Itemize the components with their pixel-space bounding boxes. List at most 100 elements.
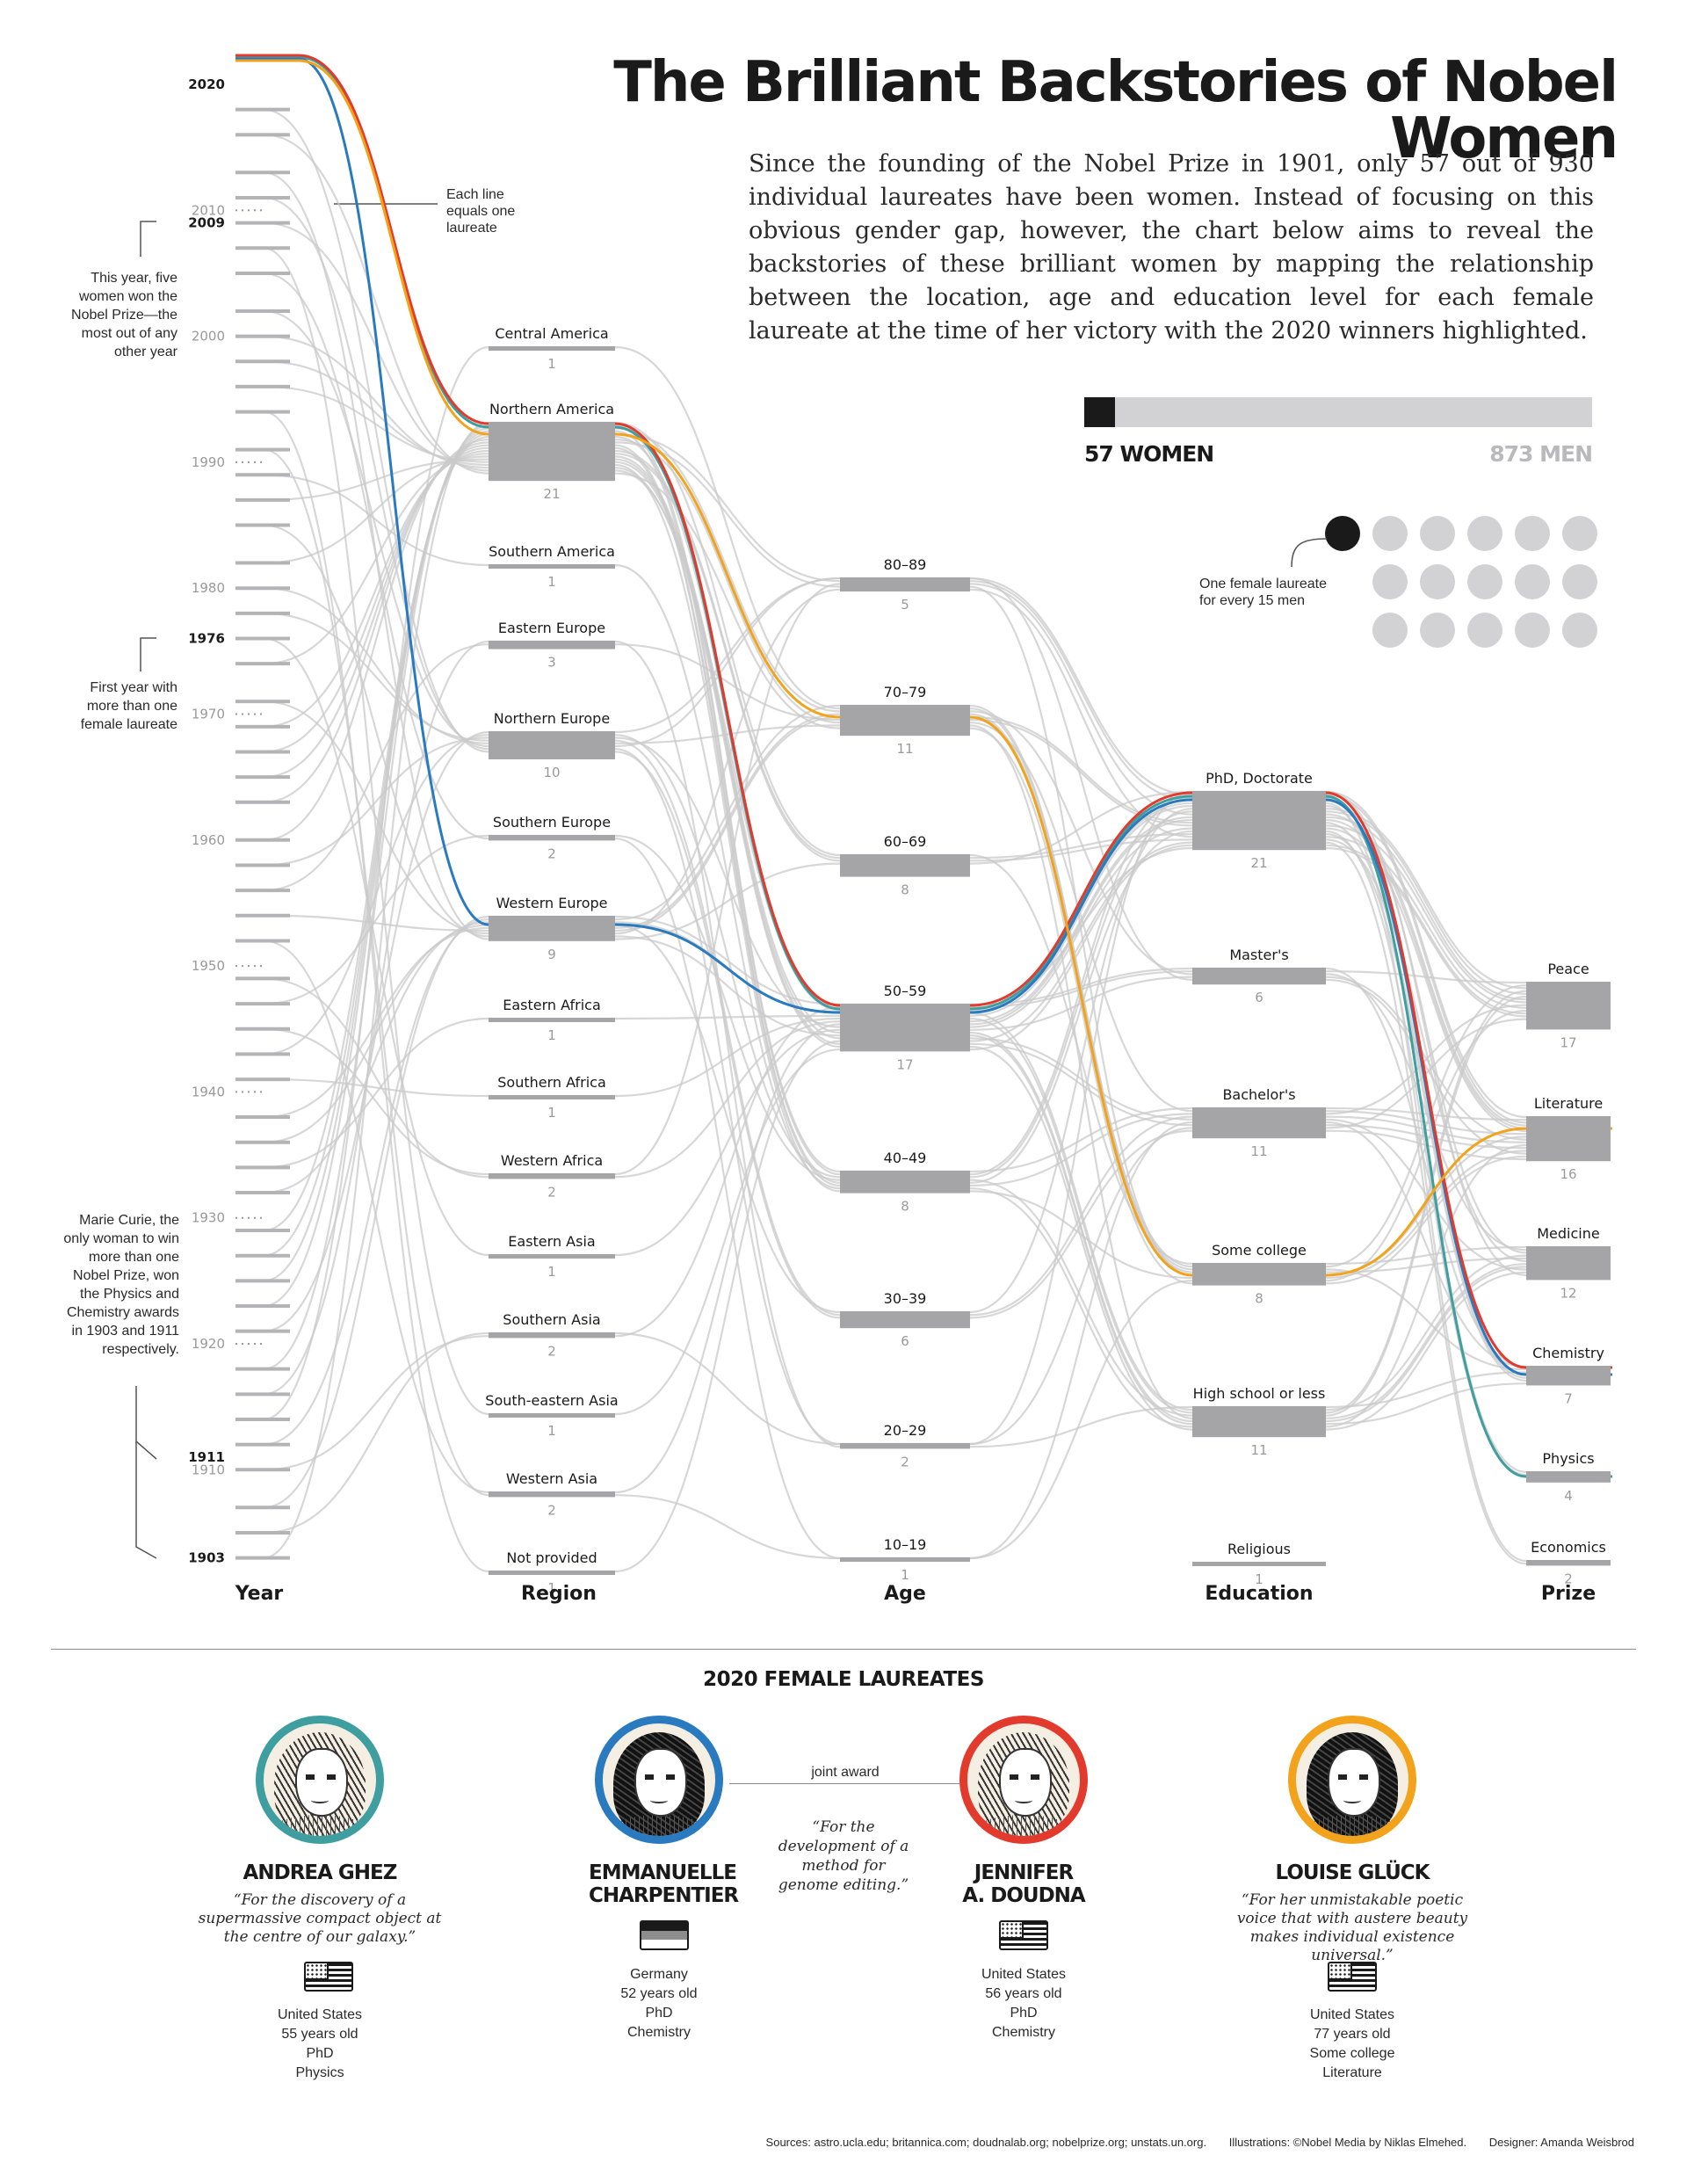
age-node-count: 5 [901, 597, 909, 613]
year-tick-label: 1950 [192, 958, 225, 974]
age-node-count: 1 [901, 1567, 909, 1583]
year-tick-label: 1920 [192, 1336, 225, 1352]
man-dot [1372, 564, 1408, 599]
man-dot [1562, 564, 1597, 599]
region-node-count: 1 [547, 1027, 556, 1043]
year-tick-label: 1990 [192, 454, 225, 470]
portrait-gluck [1288, 1716, 1416, 1844]
education-node [1192, 1107, 1326, 1139]
note-each-line: Each line equals one laureate [446, 187, 516, 236]
region-node-count: 10 [543, 765, 560, 780]
age-node [840, 705, 970, 736]
region-node [489, 1332, 615, 1339]
laureate-flow-line [235, 424, 1527, 1370]
laureate-name: EMMANUELLE CHARPENTIER [589, 1861, 739, 1907]
axis-title: Year [235, 1583, 284, 1605]
region-node-count: 2 [547, 1343, 556, 1359]
education-node-label: Some college [1212, 1242, 1307, 1259]
laureate-facts: Germany 52 years old PhD Chemistry [620, 1967, 698, 2040]
age-node-label: 30–39 [884, 1290, 927, 1307]
education-node-label: High school or less [1193, 1385, 1326, 1402]
man-dot [1372, 516, 1408, 551]
age-node-label: 60–69 [884, 833, 927, 850]
region-node-label: Eastern Africa [503, 997, 601, 1013]
laureate-flow-line [235, 804, 1527, 1376]
education-node-count: 11 [1250, 1143, 1267, 1159]
men-count-label: 873 MEN [1489, 441, 1593, 467]
laureate-facts: United States 55 years old PhD Physics [277, 2007, 363, 2080]
year-tick-label: 1930 [192, 1210, 225, 1226]
laureate-flow-line [235, 446, 1527, 1187]
prize-node-count: 2 [1564, 1571, 1573, 1586]
age-node [840, 577, 970, 591]
region-node-label: Southern Europe [493, 814, 611, 831]
joint-award-connector [729, 1783, 959, 1784]
region-node-label: Western Europe [496, 895, 608, 911]
women-count-label: 57 WOMEN [1084, 441, 1214, 467]
note-bracket [1291, 538, 1328, 568]
year-tick-label: 1960 [192, 832, 225, 848]
note-first-year: First year with more than one female lau… [80, 680, 177, 732]
laureate-flow-line [235, 385, 1527, 1150]
age-node-label: 10–19 [884, 1536, 927, 1553]
laureate-flow-line [235, 345, 1527, 1421]
prize-node-label: Literature [1534, 1095, 1603, 1112]
education-node-count: 1 [1255, 1571, 1263, 1587]
prize-node [1526, 1471, 1611, 1483]
laureate-citation: “For the discovery of a supermassive com… [198, 1891, 442, 1946]
age-node-count: 17 [896, 1056, 913, 1072]
age-node-label: 70–79 [884, 684, 927, 700]
ratio-dot-grid [1325, 516, 1599, 648]
prize-node [1526, 1560, 1611, 1566]
age-node-label: 20–29 [884, 1422, 927, 1439]
man-dot [1467, 613, 1502, 648]
region-node-label: Northern America [489, 401, 614, 417]
age-node [840, 1004, 970, 1052]
age-node [840, 1311, 970, 1329]
laureate-flow-line [235, 587, 1527, 1419]
illustrations-credit: Illustrations: ©Nobel Media by Niklas El… [1228, 2136, 1467, 2149]
axis-title: Education [1205, 1583, 1313, 1605]
year-tick-label: 2009 [188, 215, 225, 231]
age-node [840, 1557, 970, 1562]
region-node [489, 835, 615, 841]
man-dot [1562, 613, 1597, 648]
region-node-label: Western Africa [501, 1152, 603, 1169]
laureate-facts: United States 56 years old PhD Chemistry [981, 1967, 1067, 2040]
man-dot [1515, 516, 1550, 551]
axis-titles: Year Region Age Education Prize [235, 1583, 1596, 1605]
prize-node-count: 4 [1564, 1488, 1573, 1504]
man-dot [1420, 516, 1455, 551]
axis-title: Region [521, 1583, 597, 1605]
us-flag-icon [304, 1962, 353, 1992]
region-node-label: Eastern Europe [498, 620, 605, 636]
year-tick-label: 1976 [188, 631, 225, 647]
prize-node-count: 12 [1560, 1285, 1576, 1301]
prize-node-label: Peace [1547, 961, 1589, 977]
year-tick-label: 1980 [192, 580, 225, 596]
highlight-line-ghez [235, 55, 1612, 1478]
women-share-fill [1084, 397, 1116, 427]
region-node [489, 916, 615, 941]
prize-node [1526, 1246, 1611, 1281]
year-tick-label: 1970 [192, 707, 225, 722]
man-dot [1420, 564, 1455, 599]
prize-node [1526, 982, 1611, 1030]
laureate-flow-line [235, 439, 1527, 1136]
year-tick-label: 1910 [192, 1462, 225, 1477]
education-node-label: PhD, Doctorate [1206, 770, 1313, 787]
age-node-count: 8 [901, 1199, 909, 1215]
laureate-flow-line [235, 524, 1527, 1426]
age-node-label: 40–49 [884, 1150, 927, 1166]
year-tick-label: 1903 [188, 1550, 225, 1566]
region-node [489, 1571, 615, 1575]
prize-node-count: 7 [1564, 1390, 1573, 1406]
portrait-charpentier [595, 1716, 723, 1844]
woman-dot [1325, 516, 1360, 551]
gender-ratio-bar [1084, 397, 1592, 427]
region-node [489, 564, 615, 569]
region-node [489, 1173, 615, 1179]
region-node-label: Southern Asia [503, 1311, 600, 1328]
